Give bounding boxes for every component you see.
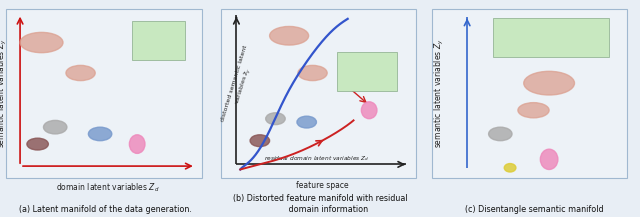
Text: semantic latent variables $Z_y$: semantic latent variables $Z_y$ (0, 38, 9, 148)
FancyBboxPatch shape (132, 21, 185, 60)
FancyBboxPatch shape (337, 52, 397, 91)
Ellipse shape (266, 113, 285, 125)
Text: distorted semantic latent
variables $\hat{z}_y$: distorted semantic latent variables $\ha… (220, 44, 260, 125)
Text: domain latent variables $Z_d$: domain latent variables $Z_d$ (56, 181, 159, 194)
Text: (b) Distorted feature manifold with residual
       domain information: (b) Distorted feature manifold with resi… (233, 194, 407, 214)
Text: feature space: feature space (296, 181, 349, 190)
Text: semantic latent variables $Z_y$: semantic latent variables $Z_y$ (433, 38, 446, 148)
Text: residual domain latent variables $Z_d$: residual domain latent variables $Z_d$ (264, 154, 369, 163)
Ellipse shape (540, 149, 558, 169)
Ellipse shape (298, 65, 327, 81)
Text: (c) Disentangle semantic manifold: (c) Disentangle semantic manifold (465, 205, 604, 214)
Ellipse shape (44, 120, 67, 134)
Ellipse shape (524, 71, 575, 95)
Ellipse shape (250, 135, 269, 147)
Ellipse shape (297, 116, 316, 128)
Ellipse shape (518, 103, 549, 118)
Ellipse shape (488, 127, 512, 141)
Ellipse shape (129, 135, 145, 153)
Ellipse shape (362, 102, 377, 119)
Ellipse shape (20, 32, 63, 53)
Ellipse shape (269, 26, 308, 45)
Ellipse shape (66, 65, 95, 81)
FancyBboxPatch shape (493, 18, 609, 57)
Ellipse shape (27, 138, 49, 150)
Text: (a) Latent manifold of the data generation.: (a) Latent manifold of the data generati… (19, 205, 192, 214)
Ellipse shape (88, 127, 112, 141)
Ellipse shape (504, 164, 516, 172)
